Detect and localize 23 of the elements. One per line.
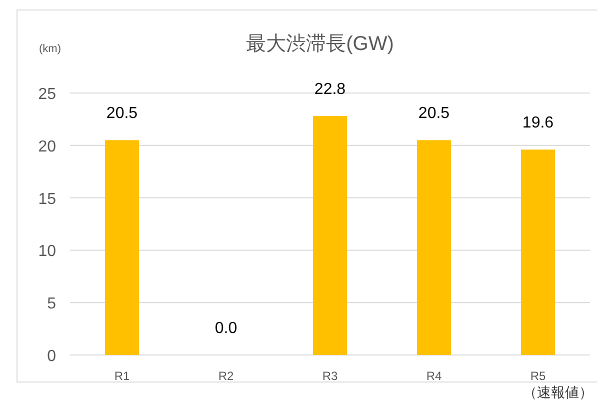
x-tick-label: R1: [114, 369, 130, 383]
data-label: 20.5: [418, 105, 450, 122]
bar: [313, 116, 347, 355]
data-label: 19.6: [522, 114, 554, 132]
bar: [105, 140, 139, 355]
text: （速報値）: [523, 384, 593, 400]
chart-title: 最大渋滞長(GW): [246, 33, 394, 55]
x-tick-label: R5: [530, 369, 546, 383]
y-tick-label: 10: [38, 243, 56, 260]
x-tick-label: R3: [322, 369, 338, 383]
data-label: 20.5: [106, 105, 138, 122]
bar: [417, 140, 451, 355]
data-label: 22.8: [314, 81, 346, 98]
x-tick-label: R4: [426, 369, 442, 383]
y-axis-title: (km): [39, 43, 61, 55]
y-tick-label: 15: [38, 190, 56, 208]
y-tick-label: 20: [38, 138, 56, 156]
y-tick-label: 25: [38, 86, 56, 103]
data-label: 0.0: [214, 320, 238, 337]
x-tick-label: R2: [218, 369, 234, 383]
y-tick-label: 5: [47, 296, 56, 313]
y-tick-label: 0: [47, 348, 56, 365]
bar: [521, 150, 555, 355]
